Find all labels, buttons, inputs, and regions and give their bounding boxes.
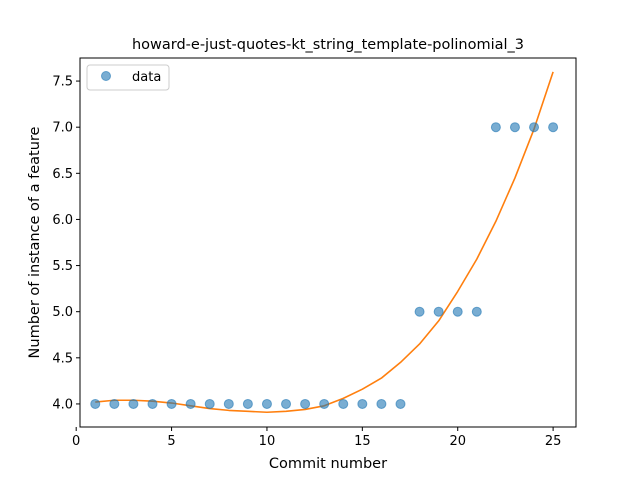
data-point [147,398,158,409]
data-point [166,398,177,409]
data-point [395,398,406,409]
data-point [376,398,387,409]
data-points-layer [90,122,559,409]
x-tick-label: 15 [354,434,371,449]
data-point [490,122,501,133]
data-point [452,306,463,317]
data-point [90,398,101,409]
legend: data [86,64,170,91]
x-tick-label: 10 [259,434,276,449]
legend-label-data: data [132,70,161,85]
data-point [204,398,215,409]
data-point [223,398,234,409]
x-axis-label: Commit number [269,456,387,472]
data-point [128,398,139,409]
y-tick-label: 7.0 [52,121,73,136]
data-point [529,122,540,133]
data-point [471,306,482,317]
data-point [433,306,444,317]
y-tick-label: 4.0 [52,397,73,412]
y-tick-label: 6.0 [52,213,73,228]
x-tick-label: 5 [167,434,175,449]
y-tick-label: 4.5 [52,351,73,366]
data-point [357,398,368,409]
data-point [338,398,349,409]
y-tick-label: 5.5 [52,259,73,274]
plot-area [79,57,577,428]
axes-background [80,58,576,427]
data-point [319,398,330,409]
data-point [300,398,311,409]
data-point [509,122,520,133]
data-point [242,398,253,409]
data-point [185,398,196,409]
y-tick-label: 6.5 [52,167,73,182]
legend-marker-data [101,71,111,81]
data-point [261,398,272,409]
y-axis-ticks: 4.0 4.5 5.0 5.5 6.0 6.5 7.0 7.5 [52,75,80,412]
data-point [281,398,292,409]
x-tick-label: 20 [449,434,466,449]
data-point [414,306,425,317]
data-point [548,122,559,133]
y-tick-label: 7.5 [52,75,73,90]
chart-title: howard-e-just-quotes-kt_string_template-… [132,37,524,53]
y-tick-label: 5.0 [52,305,73,320]
axes-frame [79,57,577,428]
data-point [109,398,120,409]
x-tick-label: 0 [72,434,80,449]
y-axis-label: Number of instance of a feature [27,126,43,358]
x-axis-ticks: 0 5 10 15 20 25 [72,427,561,449]
x-tick-label: 25 [545,434,562,449]
